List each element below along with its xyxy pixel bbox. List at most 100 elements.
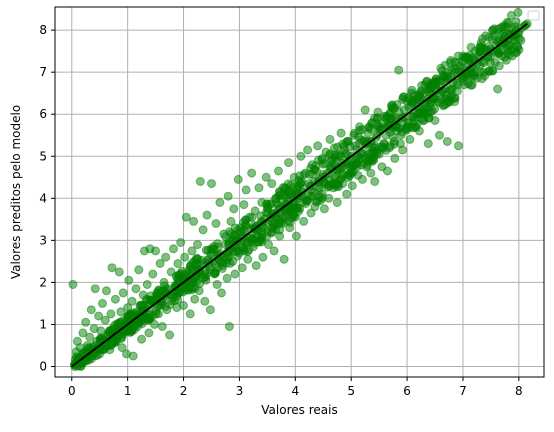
data-point [307,160,317,170]
data-point [338,179,348,189]
data-point [269,246,279,256]
data-point [234,248,244,258]
data-point [257,198,267,207]
data-point [148,269,158,279]
data-point [151,246,161,256]
data-point [430,116,440,125]
data-point [285,223,295,233]
data-point [313,141,323,151]
data-point [347,181,357,191]
data-point [211,219,221,228]
data-point [135,301,145,310]
data-point [209,269,219,279]
data-point [193,240,202,250]
data-point [94,311,104,321]
data-point [296,151,306,161]
data-point [355,122,365,132]
data-point [137,334,147,344]
data-point [275,231,285,241]
data-point [125,326,135,336]
data-point [96,326,106,336]
data-point [166,267,176,277]
data-point [106,309,116,319]
data-point [100,315,110,325]
data-point [356,153,366,163]
y-tick-label: 5 [39,149,47,163]
y-tick-label: 4 [39,191,47,205]
data-point [418,103,428,113]
data-point [469,71,479,81]
y-tick-label: 6 [39,107,47,121]
data-point [131,284,141,294]
data-point [450,97,460,107]
data-point [228,256,238,266]
data-point [169,244,178,254]
data-point [247,168,257,178]
data-point [236,223,245,233]
data-point [328,183,338,193]
data-point [380,111,390,121]
data-point [226,216,236,226]
x-tick-label: 5 [347,384,355,398]
data-point [127,296,137,306]
data-point [68,280,78,289]
data-point [230,269,240,279]
data-point [390,153,400,163]
data-point [208,244,218,254]
data-point [392,126,402,136]
data-point [383,166,392,176]
data-point [224,322,234,331]
data-point [276,195,286,205]
data-point [423,139,433,149]
data-point [95,349,105,359]
data-point [419,116,429,125]
data-point [152,288,162,298]
y-axis-ticks: 0 1 2 3 4 5 6 7 8 [39,23,55,373]
data-point [308,191,318,201]
data-point [107,263,117,273]
data-point [369,143,378,153]
data-point [416,86,426,96]
data-point [324,193,334,203]
data-point [141,313,150,323]
data-point [217,288,226,298]
data-point [274,166,283,176]
data-point [183,282,193,292]
data-point [86,305,96,315]
data-point [388,132,398,142]
data-point [123,303,133,313]
data-point [215,198,225,207]
data-point [165,330,175,340]
data-point [289,172,299,182]
data-point [254,183,264,193]
data-point [181,212,191,222]
y-tick-label: 2 [39,275,47,289]
data-point [194,286,204,296]
data-point [101,286,111,296]
data-point [403,118,413,128]
data-point [280,183,290,193]
data-point [198,225,208,235]
data-point [134,265,144,275]
data-point [153,309,163,319]
y-tick-label: 0 [39,359,47,373]
data-point [426,107,436,117]
data-point [85,332,95,342]
data-point [370,177,380,186]
data-point [357,174,367,184]
data-point [405,134,415,144]
data-point [490,58,500,67]
data-point [442,137,452,146]
y-tick-label: 3 [39,233,47,247]
data-point [375,124,385,134]
data-point [195,177,205,186]
data-point [187,246,197,256]
data-point [117,343,127,353]
data-point [336,128,346,138]
data-point [343,137,353,146]
data-point [321,147,331,157]
data-point [288,210,297,220]
data-point [162,305,172,315]
x-tick-label: 3 [236,384,244,398]
